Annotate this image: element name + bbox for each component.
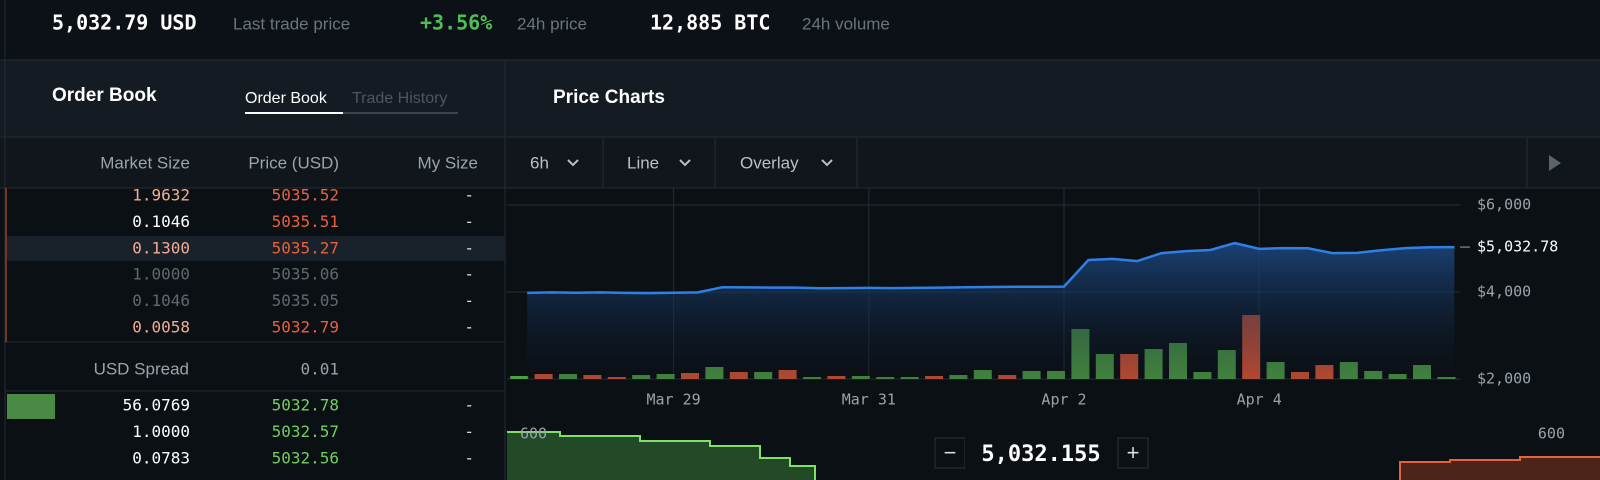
price-area: [527, 243, 1455, 379]
size: 1.9632: [132, 186, 190, 205]
price-line: [527, 241, 1455, 295]
chevron[interactable]: [821, 159, 833, 167]
size: 0.0783: [132, 448, 190, 467]
size: 0.0058: [132, 318, 190, 337]
zoom-in-icon[interactable]: +: [1127, 440, 1140, 465]
last-price: 5,032.79 USD: [52, 11, 197, 35]
my-size: -: [464, 238, 474, 257]
mid-price-box: [965, 438, 1118, 468]
label: Last trade price: [233, 14, 350, 33]
dropdown[interactable]: 6h: [530, 153, 549, 172]
panel-title: Price Charts: [553, 87, 665, 108]
y-tick-label: $2,000: [1477, 370, 1531, 388]
depth-axis-label: 600: [520, 425, 547, 443]
chevron[interactable]: [567, 159, 579, 167]
size: 1.0000: [132, 265, 190, 284]
depth-axis-label: 600: [1538, 425, 1565, 443]
price: 5035.52: [272, 186, 339, 205]
plot: [507, 188, 1460, 380]
last-price-label: $5,032.78: [1477, 238, 1558, 256]
y-tick-label: $4,000: [1477, 283, 1531, 301]
price: 5035.06: [272, 265, 339, 284]
zoom-in[interactable]: [1117, 437, 1149, 469]
tab[interactable]: Trade History: [352, 90, 447, 107]
my-size: -: [464, 186, 474, 205]
x-tick-label: Apr 4: [1237, 391, 1282, 409]
price: 5032.56: [272, 448, 339, 467]
label: 24h volume: [802, 14, 890, 33]
size: 0.1300: [132, 238, 190, 257]
tab[interactable]: Order Book: [245, 90, 328, 107]
panel-header: [0, 60, 1600, 137]
zoom-out[interactable]: [934, 437, 966, 469]
price: 5032.79: [272, 318, 339, 337]
price: 5035.27: [272, 238, 339, 257]
size: 0.1046: [132, 212, 190, 231]
price: 5032.57: [272, 422, 339, 441]
dropdown[interactable]: Overlay: [740, 153, 799, 172]
column-header: [0, 137, 1600, 188]
y-tick-label: $6,000: [1477, 196, 1531, 214]
my-size: -: [464, 212, 474, 231]
volume-bar: [510, 376, 529, 379]
spread-value: 0.01: [300, 360, 339, 379]
mid-price: 5,032.155: [981, 442, 1100, 467]
volume: 12,885 BTC: [650, 11, 770, 35]
column-header: My Size: [418, 153, 478, 172]
ticker-bar: [0, 0, 1600, 60]
ask-edge: [5, 188, 7, 342]
play-button[interactable]: [1549, 155, 1561, 171]
zoom-out-icon[interactable]: −: [944, 440, 957, 465]
bid-depth-line: [507, 431, 816, 480]
size: 56.0769: [123, 396, 190, 415]
row-highlight: [5, 236, 505, 261]
price-change: +3.56%: [420, 11, 492, 35]
bid-depth-area: [507, 432, 815, 480]
price: 5035.05: [272, 291, 339, 310]
price: 5032.78: [272, 396, 339, 415]
my-size: -: [464, 448, 474, 467]
column-header: Market Size: [100, 153, 190, 172]
my-size: -: [464, 422, 474, 441]
dropdown[interactable]: Line: [627, 153, 659, 172]
my-size: -: [464, 396, 474, 415]
size: 1.0000: [132, 422, 190, 441]
column-header: Price (USD): [248, 153, 339, 172]
x-tick-label: Mar 29: [647, 391, 701, 409]
panel-title: Order Book: [52, 85, 157, 106]
spread-label: USD Spread: [94, 359, 189, 378]
x-tick-label: Apr 2: [1041, 391, 1086, 409]
my-size: -: [464, 318, 474, 337]
chevron[interactable]: [679, 159, 691, 167]
bid-depth-bar: [7, 394, 55, 419]
x-tick-label: Mar 31: [842, 391, 896, 409]
my-size: -: [464, 291, 474, 310]
ask-depth-line: [1399, 456, 1600, 480]
size: 0.1046: [132, 291, 190, 310]
my-size: -: [464, 265, 474, 284]
price: 5035.51: [272, 212, 339, 231]
label: 24h price: [517, 14, 587, 33]
